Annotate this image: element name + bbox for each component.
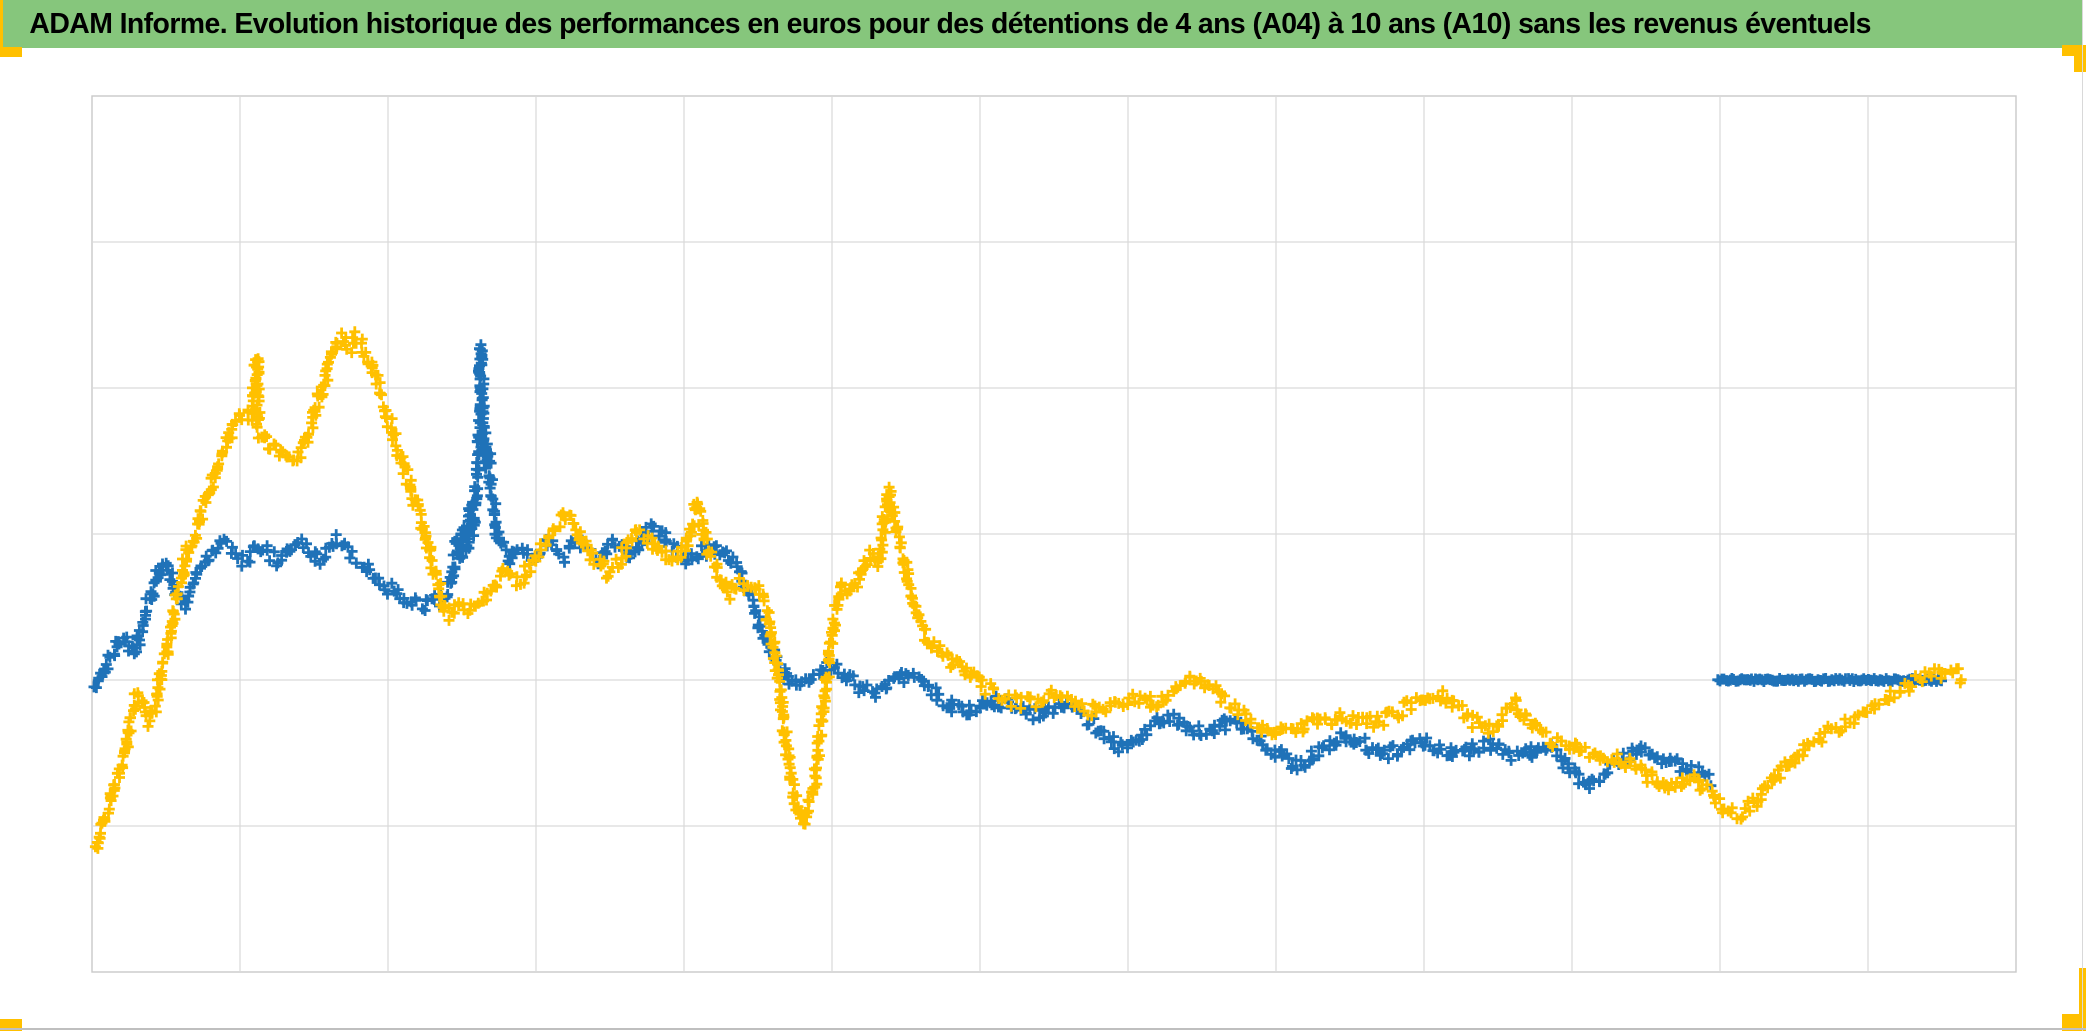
chart-title-banner: ADAM Informe. Evolution historique des p… [0, 0, 2082, 48]
gridlines [92, 96, 2016, 972]
selection-mark-top-left [0, 47, 22, 57]
selection-mark-top-right-stub [2074, 45, 2086, 72]
sheet-right-edge-line [2082, 0, 2083, 1031]
sheet-bottom-edge-line [0, 1028, 2086, 1030]
series-serie_jaune [89, 326, 1967, 854]
page-title: ADAM Informe. Evolution historique des p… [29, 7, 1871, 40]
selection-mark-bottom-right-foot [2062, 1014, 2086, 1031]
selection-mark-top-left-sliver [0, 0, 3, 57]
